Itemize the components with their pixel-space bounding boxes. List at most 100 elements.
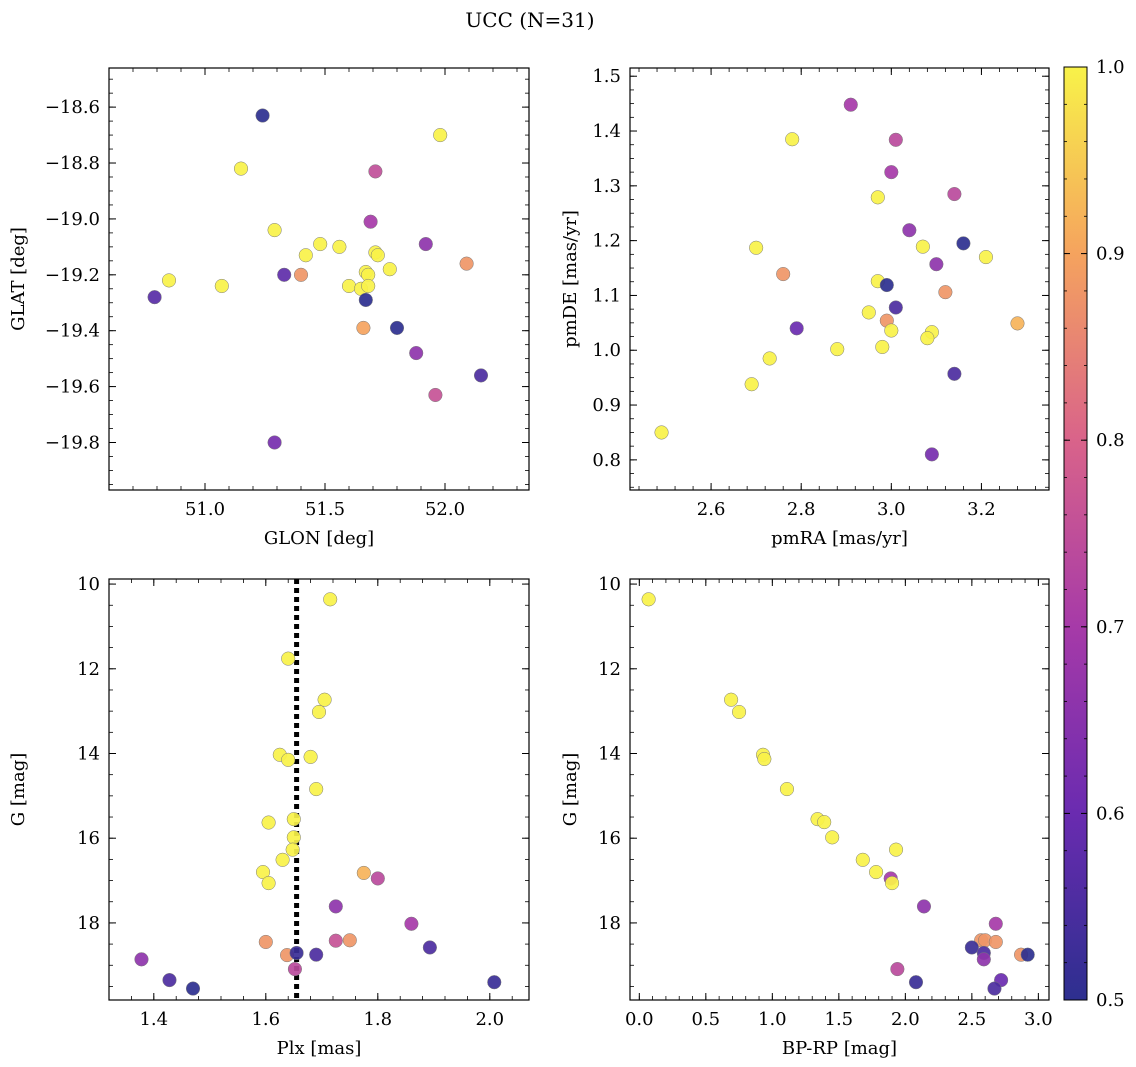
data-point (361, 278, 376, 294)
data-point (908, 975, 924, 990)
data-point (311, 704, 327, 720)
scatter-panel-3: 1.4 1.6 1.8 2.0 10 12 14 16 18 Plx [mas] G [mag] (8, 574, 530, 1059)
data-point (964, 940, 979, 955)
y-tick-label: −18.8 (45, 153, 100, 174)
y-tick-label: −18.6 (45, 97, 100, 118)
plot-frame (629, 578, 1050, 1001)
data-point (267, 223, 282, 238)
data-point (879, 277, 894, 293)
data-point (825, 830, 840, 845)
plot-frame (629, 67, 1050, 491)
data-point (888, 132, 903, 147)
x-tick-label: 3.2 (967, 499, 996, 520)
x-axis-label: BP-RP [mag] (782, 1038, 897, 1059)
data-point (162, 973, 177, 988)
x-tick-label: 1.5 (825, 1009, 854, 1030)
data-point (422, 940, 437, 955)
y-tick-label: −19.0 (45, 209, 100, 230)
data-point (473, 368, 489, 383)
data-point (233, 161, 249, 176)
data-point (956, 236, 971, 251)
data-point (370, 248, 385, 263)
data-point (328, 933, 343, 948)
data-point (303, 749, 318, 764)
x-tick-label: 3.0 (877, 499, 906, 520)
data-point (147, 290, 162, 305)
x-tick-label: 1.8 (363, 1009, 392, 1030)
figure-title: UCC (N=31) (465, 8, 594, 32)
x-tick-label: 51.0 (185, 499, 225, 520)
data-point (641, 592, 656, 607)
data-point (342, 933, 357, 948)
scatter-points (147, 108, 489, 450)
y-tick-label: −19.6 (45, 377, 100, 398)
data-point (356, 865, 371, 880)
y-axis-label: GLAT [deg] (8, 227, 29, 331)
data-point (744, 377, 759, 392)
y-tick-label: 1.1 (592, 285, 621, 306)
y-tick-label: −19.8 (45, 432, 100, 453)
data-point (214, 278, 229, 294)
data-point (924, 447, 939, 462)
data-point (830, 342, 845, 357)
data-point (987, 981, 1002, 996)
plot-frame (108, 67, 530, 491)
data-point (261, 876, 276, 891)
x-tick-label: 51.5 (305, 499, 345, 520)
colorbar-tick-label: 0.5 (1096, 990, 1125, 1011)
data-point (855, 852, 870, 867)
x-axis-label: GLON [deg] (264, 528, 374, 549)
data-point (293, 267, 309, 282)
data-point (920, 331, 935, 346)
data-point (785, 132, 800, 147)
y-axis-label: G [mag] (560, 753, 581, 826)
data-point (888, 300, 903, 315)
data-point (285, 842, 300, 857)
y-tick-label: 1.3 (592, 176, 621, 197)
y-tick-label: 1.2 (592, 231, 621, 252)
data-point (356, 320, 371, 335)
data-point (884, 876, 900, 891)
data-point (368, 164, 383, 179)
data-point (255, 108, 270, 123)
data-point (916, 899, 932, 914)
x-tick-label: 2.6 (697, 499, 726, 520)
data-point (789, 321, 804, 336)
data-point (861, 305, 876, 320)
colorbar-tick-label: 0.6 (1096, 803, 1125, 824)
y-tick-label: 0.8 (592, 450, 621, 471)
data-point (370, 871, 385, 886)
data-point (287, 962, 302, 977)
y-tick-label: 12 (77, 659, 100, 680)
x-tick-label: 2.0 (891, 1009, 920, 1030)
data-point (1010, 316, 1025, 331)
data-point (902, 223, 917, 238)
x-tick-label: 52.0 (425, 499, 465, 520)
data-point (749, 240, 764, 255)
colorbar-tick-label: 0.8 (1096, 430, 1125, 451)
data-point (281, 651, 296, 666)
x-tick-label: 2.8 (787, 499, 816, 520)
y-tick-label: 14 (598, 743, 621, 764)
scatter-panel-4: 0.0 0.5 1.0 1.5 2.0 2.5 3.0 10 12 14 16 18 BP-RP [ma… (560, 574, 1053, 1059)
data-point (298, 248, 313, 263)
data-point (732, 704, 747, 720)
data-point (724, 692, 739, 707)
data-point (776, 267, 791, 282)
data-point (884, 165, 899, 180)
data-point (988, 934, 1003, 950)
data-point (487, 975, 502, 990)
data-point (947, 187, 962, 202)
data-point (869, 865, 884, 880)
y-axis-label: pmDE [mas/yr] (560, 210, 581, 348)
data-point (267, 435, 282, 450)
data-point (988, 916, 1003, 931)
scatter-panel-1: 51.0 51.5 52.0 −18.6 −18.8 −19.0 −19.2 −19.4 −19… (8, 67, 530, 549)
plot-frame (108, 578, 530, 1001)
data-point (286, 830, 301, 845)
data-point (261, 815, 276, 830)
data-point (1020, 947, 1035, 962)
y-tick-label: 10 (77, 574, 100, 595)
data-point (875, 339, 890, 355)
